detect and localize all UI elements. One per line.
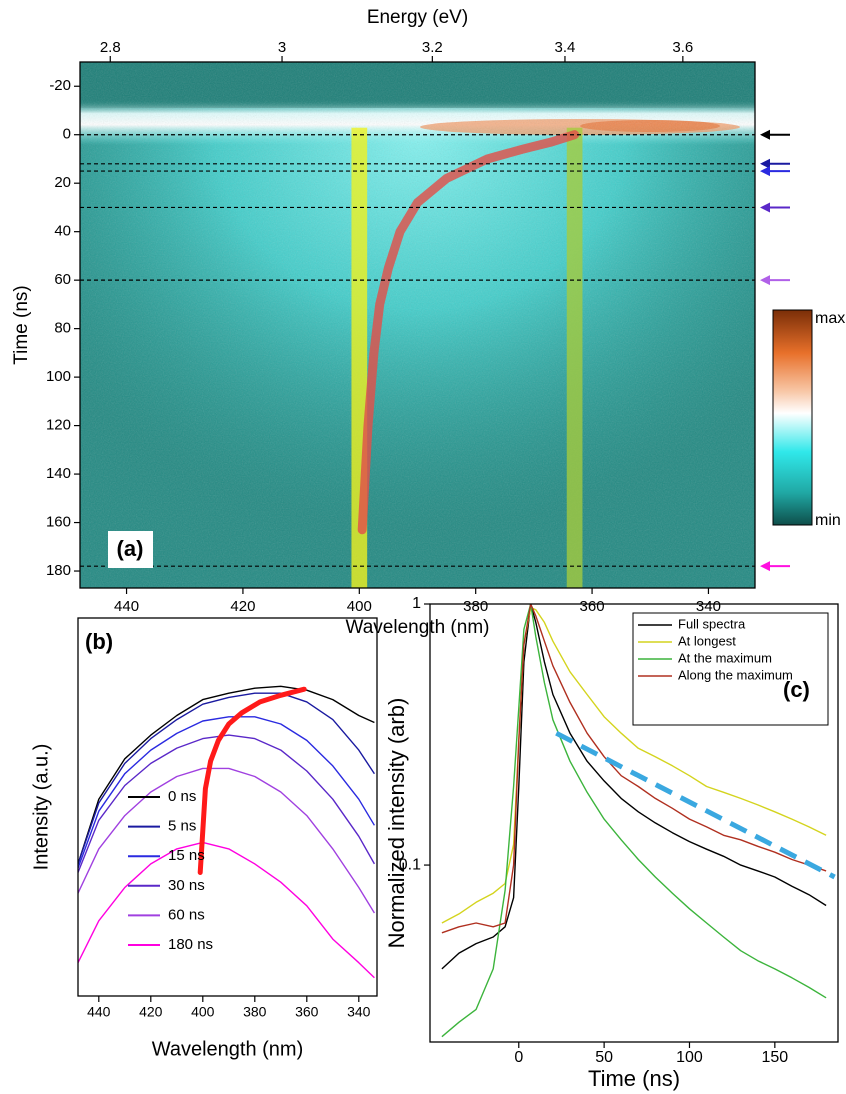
y-axis-title: Normalized intensity (arb) [384, 698, 409, 949]
colorbar [772, 309, 813, 526]
peak-trace [197, 686, 307, 875]
x-tick-label: 150 [761, 1049, 788, 1066]
cut-arrow-head [760, 561, 770, 572]
y-tick-label: 120 [46, 417, 71, 434]
legend-label: 5 ns [168, 818, 196, 835]
x-tick-label: 420 [139, 1004, 163, 1020]
x-tick-label: 100 [676, 1049, 703, 1066]
y-tick-label: 140 [46, 465, 71, 482]
y-axis-title: Time (ns) [11, 285, 32, 365]
series-line [78, 692, 375, 865]
y-tick-label: 40 [54, 223, 71, 240]
cut-arrow-head [760, 275, 770, 286]
x2-axis-title: Energy (eV) [367, 7, 468, 28]
y-tick-label: 180 [46, 562, 71, 579]
peak-trace [357, 130, 580, 535]
series-line [78, 767, 375, 914]
plot-frame [429, 603, 839, 1043]
x-tick-label: 360 [580, 598, 605, 615]
x-tick-label: 0 [514, 1049, 523, 1066]
series-line [78, 734, 376, 873]
x2-tick-label: 2.8 [100, 39, 121, 56]
x-tick-label: 50 [595, 1049, 613, 1066]
series-line [441, 604, 827, 934]
x-tick-label: 340 [696, 598, 721, 615]
panel-label-box [108, 531, 153, 568]
legend-label: 15 ns [168, 847, 205, 864]
x-tick-label: 340 [347, 1004, 371, 1020]
x2-tick-label: 3.2 [422, 39, 443, 56]
legend-label: 30 ns [168, 877, 205, 894]
x-tick-label: 440 [114, 598, 139, 615]
colorbar-label: max [815, 310, 845, 327]
colorbar-label: min [815, 512, 841, 529]
x-axis-title: Wavelength (nm) [346, 617, 490, 638]
heatmap-noise [80, 62, 755, 588]
plot-lines [441, 604, 836, 1038]
y-tick-label: 0 [63, 126, 71, 143]
y-tick-label: -20 [49, 77, 71, 94]
y-tick-label: 20 [54, 174, 71, 191]
panel-label: (c) [783, 677, 810, 702]
fit-line [555, 730, 836, 880]
y-tick-label: 160 [46, 514, 71, 531]
x2-tick-label: 3 [278, 39, 286, 56]
x2-tick-label: 3.4 [555, 39, 576, 56]
x-tick-label: 440 [87, 1004, 111, 1020]
legend-label: At longest [678, 633, 736, 648]
wavelength-band [566, 127, 583, 588]
x2-tick-label: 3.6 [672, 39, 693, 56]
series-line [78, 716, 376, 869]
y-tick-label: 60 [54, 271, 71, 288]
panel-label: (b) [85, 629, 113, 654]
y-tick-label: 100 [46, 368, 71, 385]
cut-arrow-head [760, 202, 770, 213]
x-tick-label: 380 [243, 1004, 267, 1020]
cut-arrow-head [760, 166, 770, 177]
overlays [80, 127, 755, 588]
legend-label: At the maximum [678, 650, 772, 665]
legend-label: Full spectra [678, 616, 746, 631]
legend-label: 60 ns [168, 906, 205, 923]
legend-label: 0 ns [168, 788, 196, 805]
heatmap-image [80, 62, 755, 588]
legend-label: 180 ns [168, 936, 213, 953]
plot-frame [79, 61, 756, 589]
series-line [441, 604, 827, 970]
legend-box [632, 612, 829, 726]
series-line [441, 604, 827, 1038]
x-tick-label: 360 [295, 1004, 319, 1020]
plot-frame [77, 617, 378, 997]
plot-lines [78, 685, 376, 979]
x-tick-label: 400 [347, 598, 372, 615]
x-axis-title: Time (ns) [588, 1066, 680, 1091]
y-axis-title: Intensity (a.u.) [30, 744, 52, 871]
cut-arrow-head [760, 158, 770, 169]
panel-label: (a) [117, 536, 144, 561]
x-axis-title: Wavelength (nm) [152, 1038, 304, 1060]
y-tick-label: 0.1 [399, 856, 421, 873]
legend-label: Along the maximum [678, 667, 793, 682]
x-tick-label: 420 [230, 598, 255, 615]
series-line [78, 841, 375, 979]
x-tick-label: 400 [191, 1004, 215, 1020]
y-tick-label: 1 [412, 595, 421, 612]
series-line [441, 606, 827, 924]
y-tick-label: 80 [54, 320, 71, 337]
series-line [78, 685, 375, 865]
x-tick-label: 380 [463, 598, 488, 615]
cut-arrow-head [760, 129, 770, 140]
